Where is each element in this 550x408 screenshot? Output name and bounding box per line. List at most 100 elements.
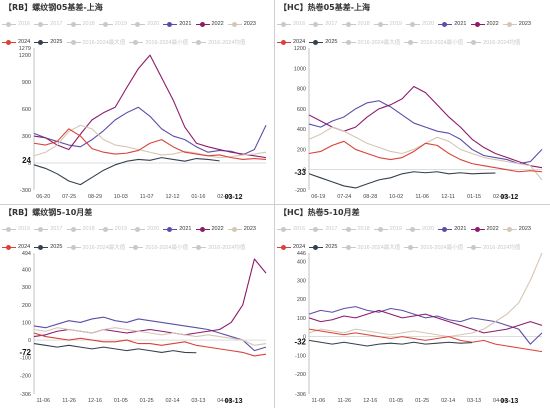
legend-label: 2020: [147, 21, 160, 27]
x-tick-label: 01-25: [415, 398, 429, 404]
x-tick-label: 11-06: [36, 398, 50, 404]
legend-label: 2025: [325, 244, 338, 250]
y-tick-label: 100: [297, 316, 306, 322]
legend-item[interactable]: 2016-2024最大值: [341, 38, 400, 47]
y-tick-label: 800: [297, 87, 306, 93]
legend-label: 2022: [211, 21, 224, 27]
y-tick-label: 1279: [19, 46, 31, 52]
series-line-2025: [308, 171, 496, 189]
legend-item[interactable]: 2016: [277, 20, 305, 29]
legend-label: 2025: [325, 39, 338, 45]
series-line-2021: [308, 100, 543, 165]
legend-label: 2016-2024最小值: [420, 245, 464, 251]
legend-item[interactable]: 2023: [227, 20, 256, 29]
y-tick-label: 200: [297, 297, 306, 303]
legend-label: 2016-2024最大值: [82, 40, 126, 46]
legend-item[interactable]: 2021: [438, 20, 467, 29]
legend-item[interactable]: 2016-2024最大值: [66, 38, 126, 47]
legend-swatch-icon: [404, 244, 419, 250]
legend-item[interactable]: 2023: [502, 20, 531, 29]
legend-label: 2018: [82, 226, 95, 232]
legend-item[interactable]: 2016-2024均值: [467, 243, 520, 252]
chart-plot: 494 400 300 200 100 0 -72-100 -200 -306 11-06 11-2…: [19, 251, 267, 405]
current-value-label: -32: [294, 338, 306, 347]
legend-item[interactable]: 2024: [277, 243, 305, 252]
legend-item[interactable]: 2016-2024最小值: [129, 38, 188, 47]
legend-item[interactable]: 2020: [131, 225, 159, 234]
legend-item[interactable]: 2018: [66, 20, 95, 29]
legend-item[interactable]: 2017: [309, 20, 338, 29]
y-tick-label: 600: [22, 107, 31, 113]
legend-label: 2021: [179, 21, 192, 27]
legend-item[interactable]: 2020: [131, 20, 159, 29]
y-tick-label: 0: [303, 168, 306, 174]
legend-swatch-icon: [438, 226, 453, 232]
legend-label: 2016: [293, 226, 306, 232]
legend-item[interactable]: 2016-2024均值: [192, 243, 245, 252]
legend-label: 2016: [293, 21, 306, 27]
legend-item[interactable]: 2016: [2, 225, 30, 234]
legend-item[interactable]: 2017: [34, 20, 63, 29]
legend-swatch-icon: [195, 226, 210, 232]
legend-item[interactable]: 2018: [66, 225, 95, 234]
legend-item[interactable]: 2022: [470, 20, 499, 29]
legend-label: 2020: [147, 226, 160, 232]
legend-item[interactable]: 2016-2024最小值: [404, 38, 463, 47]
legend-item[interactable]: 2021: [438, 225, 467, 234]
legend-item[interactable]: 2019: [373, 20, 402, 29]
legend-swatch-icon: [129, 244, 144, 250]
legend-item[interactable]: 2024: [2, 38, 30, 47]
legend-label: 2025: [50, 39, 63, 45]
legend-item[interactable]: 2016-2024均值: [467, 38, 520, 47]
legend-item[interactable]: 2016: [277, 225, 305, 234]
y-tick-label: -300: [20, 188, 31, 194]
legend-label: 2021: [454, 21, 467, 27]
legend-item[interactable]: 2017: [309, 225, 338, 234]
y-tick-label: 1000: [294, 66, 306, 72]
legend-item[interactable]: 2025: [34, 38, 63, 47]
legend-item[interactable]: 2020: [406, 225, 434, 234]
legend-item[interactable]: 2025: [34, 243, 63, 252]
y-tick-label: 200: [22, 303, 31, 309]
x-tick-label: 08-29: [88, 194, 102, 200]
legend-item[interactable]: 2022: [470, 225, 499, 234]
legend-item[interactable]: 2018: [341, 20, 370, 29]
legend-label: 2019: [114, 226, 127, 232]
legend-item[interactable]: 2021: [163, 20, 192, 29]
legend-item[interactable]: 2023: [227, 225, 256, 234]
legend-item[interactable]: 2022: [195, 225, 224, 234]
legend-item[interactable]: 2016: [2, 20, 30, 29]
legend-item[interactable]: 2019: [98, 20, 127, 29]
legend-swatch-icon: [2, 21, 16, 27]
legend-item[interactable]: 2025: [309, 38, 338, 47]
legend-item[interactable]: 2024: [277, 38, 305, 47]
legend-swatch-icon: [66, 226, 81, 232]
series-line-2024: [308, 140, 543, 173]
x-tick-label: 11-06: [311, 398, 325, 404]
legend-item[interactable]: 2018: [341, 225, 370, 234]
legend-item[interactable]: 2017: [34, 225, 63, 234]
legend-label: 2016: [18, 21, 31, 27]
legend-item[interactable]: 2021: [163, 225, 192, 234]
y-tick-label: -306: [20, 392, 31, 398]
legend-item[interactable]: 2016-2024最小值: [129, 243, 188, 252]
legend-item[interactable]: 2016-2024均值: [192, 38, 245, 47]
y-tick-label: -306: [295, 392, 306, 398]
legend-label: 2021: [179, 226, 192, 232]
legend-item[interactable]: 2016-2024最大值: [341, 243, 400, 252]
legend-swatch-icon: [373, 21, 388, 27]
legend-item[interactable]: 2023: [502, 225, 531, 234]
legend-item[interactable]: 2024: [2, 243, 30, 252]
current-date-label: 03-13: [225, 398, 243, 405]
x-tick-label: 01-16: [191, 194, 205, 200]
legend-item[interactable]: 2020: [406, 20, 434, 29]
legend-item[interactable]: 2019: [98, 225, 127, 234]
legend-item[interactable]: 2016-2024最小值: [404, 243, 463, 252]
legend-swatch-icon: [163, 226, 178, 232]
legend-item[interactable]: 2019: [373, 225, 402, 234]
legend-item[interactable]: 2025: [309, 243, 338, 252]
legend-swatch-icon: [277, 39, 291, 45]
legend-item[interactable]: 2016-2024最大值: [66, 243, 125, 252]
legend-swatch-icon: [34, 39, 49, 45]
legend-item[interactable]: 2022: [195, 20, 224, 29]
